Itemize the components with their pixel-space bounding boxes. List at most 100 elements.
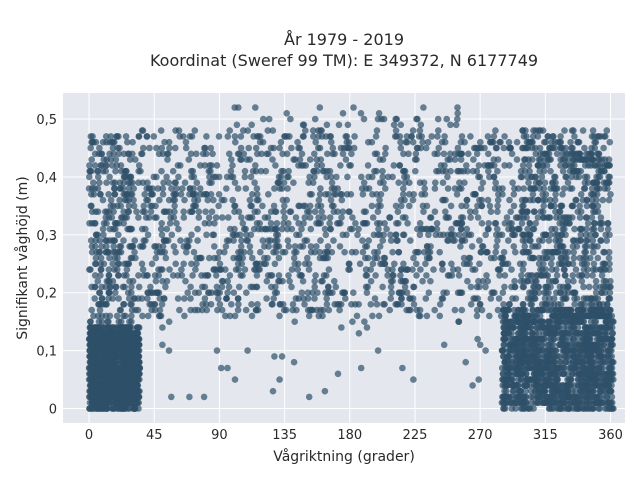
scatter-point	[590, 249, 597, 256]
scatter-point	[322, 191, 329, 198]
scatter-point	[533, 278, 540, 285]
scatter-point	[543, 191, 550, 198]
scatter-point	[357, 261, 364, 268]
scatter-point	[243, 232, 250, 239]
scatter-point	[136, 284, 143, 291]
scatter-point	[372, 272, 379, 279]
scatter-point	[140, 243, 147, 250]
scatter-point	[524, 226, 531, 233]
scatter-point	[241, 151, 248, 158]
scatter-point	[573, 197, 580, 204]
scatter-point	[159, 301, 166, 308]
scatter-point	[312, 208, 319, 215]
scatter-point	[366, 185, 373, 192]
scatter-point	[393, 203, 400, 210]
scatter-point	[444, 174, 451, 181]
scatter-point	[596, 156, 603, 163]
scatter-point	[377, 156, 384, 163]
scatter-point	[599, 307, 606, 314]
scatter-point	[172, 261, 179, 268]
scatter-point	[102, 382, 109, 389]
scatter-point	[239, 261, 246, 268]
scatter-point	[398, 197, 405, 204]
scatter-point	[551, 295, 558, 302]
scatter-point	[248, 301, 255, 308]
scatter-point	[298, 272, 305, 279]
scatter-point	[194, 226, 201, 233]
scatter-point	[171, 214, 178, 221]
scatter-point	[543, 399, 550, 406]
scatter-point	[107, 226, 114, 233]
scatter-point	[395, 301, 402, 308]
scatter-point	[573, 266, 580, 273]
scatter-point	[93, 139, 100, 146]
scatter-point	[88, 307, 95, 314]
scatter-point	[536, 376, 543, 383]
scatter-point	[499, 191, 506, 198]
scatter-point	[103, 301, 110, 308]
scatter-point	[485, 151, 492, 158]
scatter-point	[479, 220, 486, 227]
scatter-point	[541, 185, 548, 192]
scatter-point	[143, 197, 150, 204]
scatter-point	[499, 185, 506, 192]
scatter-point	[92, 151, 99, 158]
scatter-point	[590, 203, 597, 210]
scatter-point	[344, 174, 351, 181]
scatter-point	[608, 353, 615, 360]
scatter-point	[488, 295, 495, 302]
scatter-point	[375, 208, 382, 215]
scatter-point	[265, 237, 272, 244]
scatter-point	[186, 191, 193, 198]
scatter-point	[472, 266, 479, 273]
scatter-point	[232, 203, 239, 210]
scatter-point	[485, 168, 492, 175]
scatter-point	[364, 289, 371, 296]
scatter-point	[601, 324, 608, 331]
scatter-point	[546, 156, 553, 163]
scatter-point	[538, 307, 545, 314]
scatter-point	[238, 156, 245, 163]
scatter-point	[124, 214, 131, 221]
scatter-point	[544, 255, 551, 262]
scatter-point	[209, 151, 216, 158]
scatter-point	[100, 226, 107, 233]
scatter-point	[495, 266, 502, 273]
scatter-point	[412, 168, 419, 175]
scatter-point	[445, 185, 452, 192]
scatter-point	[389, 278, 396, 285]
scatter-point	[569, 151, 576, 158]
scatter-point	[95, 365, 102, 372]
scatter-point	[125, 289, 132, 296]
scatter-point	[276, 179, 283, 186]
scatter-point	[299, 289, 306, 296]
scatter-point	[92, 208, 99, 215]
scatter-point	[272, 243, 279, 250]
scatter-point	[560, 168, 567, 175]
scatter-point	[158, 127, 165, 134]
scatter-point	[317, 185, 324, 192]
scatter-point	[562, 174, 569, 181]
scatter-point	[445, 232, 452, 239]
scatter-point	[581, 301, 588, 308]
scatter-point	[318, 278, 325, 285]
scatter-point	[381, 220, 388, 227]
scatter-point	[290, 179, 297, 186]
scatter-point	[500, 405, 507, 412]
scatter-point	[249, 313, 256, 320]
scatter-point	[361, 208, 368, 215]
scatter-point	[526, 289, 533, 296]
scatter-point	[324, 151, 331, 158]
scatter-point	[186, 237, 193, 244]
scatter-point	[135, 214, 142, 221]
scatter-point	[592, 208, 599, 215]
scatter-point	[323, 232, 330, 239]
scatter-point	[87, 266, 94, 273]
scatter-point	[121, 353, 128, 360]
scatter-point	[245, 145, 252, 152]
scatter-point	[86, 365, 93, 372]
scatter-point	[375, 203, 382, 210]
scatter-point	[281, 214, 288, 221]
scatter-point	[227, 272, 234, 279]
scatter-point	[306, 208, 313, 215]
